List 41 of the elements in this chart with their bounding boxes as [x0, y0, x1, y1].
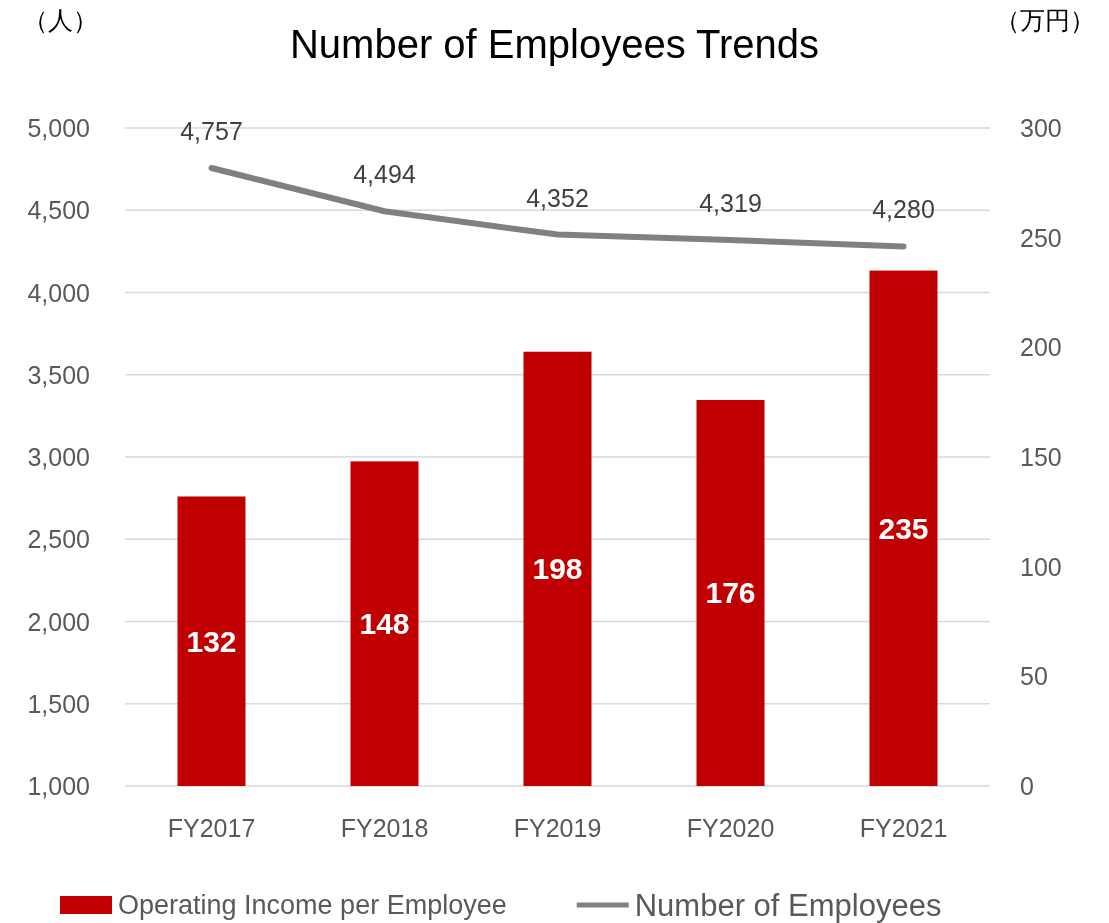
y-tick-label: 3,500 [27, 360, 90, 389]
x-tick-label: FY2018 [340, 814, 429, 842]
y2-tick-label: 0 [1020, 772, 1034, 800]
bar [696, 399, 765, 786]
data-label: 4,757 [180, 116, 243, 145]
data-label: 198 [532, 552, 583, 586]
data-label: 235 [878, 511, 929, 545]
x-tick-label: FY2021 [859, 814, 948, 842]
y-tick-label: 4,500 [27, 196, 90, 225]
data-label: 4,352 [526, 183, 589, 212]
y-tick-label: 1,000 [27, 772, 90, 800]
y-tick-label: 2,000 [27, 607, 90, 636]
y2-tick-label: 150 [1020, 443, 1062, 471]
bar [869, 270, 938, 786]
legend-label: Operating Income per Employee [118, 890, 507, 920]
y-tick-label: 2,500 [27, 525, 90, 554]
data-label: 176 [705, 576, 756, 610]
y2-tick-label: 300 [1020, 114, 1062, 142]
bar [177, 496, 246, 786]
data-label: 132 [186, 624, 237, 658]
x-tick-label: FY2020 [686, 814, 775, 842]
y-tick-label: 3,000 [27, 443, 90, 471]
y-tick-label: 1,500 [27, 689, 90, 718]
legend-label: Number of Employees [634, 887, 942, 923]
chart-title: Number of Employees Trends [289, 22, 820, 66]
x-tick-label: FY2019 [513, 814, 602, 842]
y2-tick-label: 200 [1020, 333, 1062, 362]
bar [523, 351, 592, 786]
y-axis-title: （人） [22, 6, 98, 34]
x-tick-label: FY2017 [167, 814, 256, 842]
y2-axis-title: （万円） [995, 6, 1095, 34]
y-tick-label: 5,000 [27, 114, 90, 142]
y2-tick-label: 50 [1020, 662, 1048, 691]
y-tick-label: 4,000 [27, 278, 90, 307]
data-label: 4,280 [872, 195, 935, 224]
data-label: 148 [359, 607, 410, 641]
y2-tick-label: 250 [1020, 223, 1062, 252]
y2-tick-label: 100 [1020, 552, 1062, 581]
data-label: 4,319 [699, 189, 762, 218]
bar [350, 461, 419, 786]
data-label: 4,494 [353, 160, 416, 189]
